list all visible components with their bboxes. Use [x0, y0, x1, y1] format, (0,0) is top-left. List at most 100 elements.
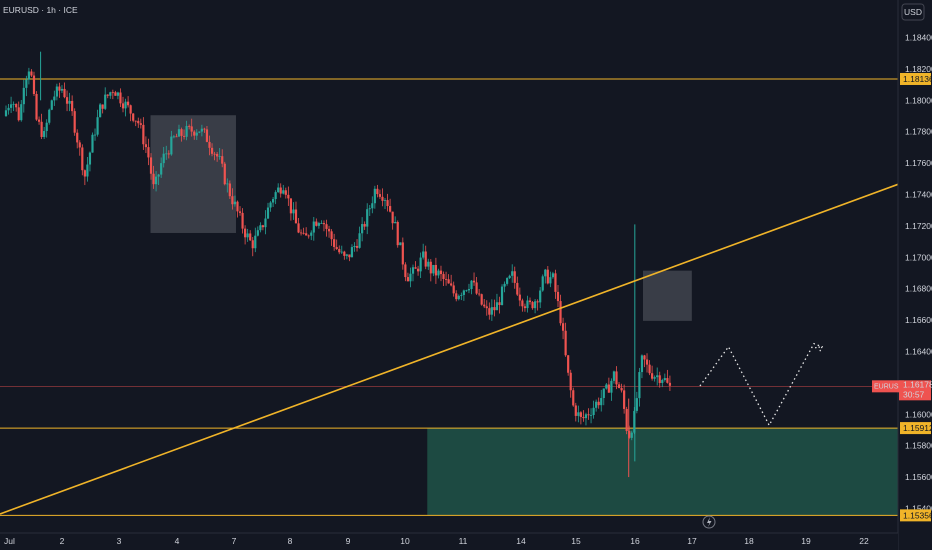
lightning-icon[interactable] [702, 515, 716, 529]
current-price-value: 1.16178 [903, 379, 932, 389]
candle [617, 381, 621, 389]
candle [612, 370, 616, 384]
candle [244, 225, 247, 245]
candle [340, 245, 343, 254]
candle [373, 185, 376, 209]
projection-path[interactable] [699, 342, 823, 427]
candle [625, 406, 628, 435]
candle [399, 242, 402, 246]
candle [43, 126, 46, 140]
candle [266, 202, 270, 219]
candle [50, 99, 53, 111]
candle [450, 274, 453, 287]
candle [4, 105, 8, 118]
candle [274, 190, 277, 205]
candle [462, 289, 465, 301]
candle [521, 298, 524, 312]
candle [307, 234, 310, 239]
candle [284, 187, 287, 199]
candle [419, 252, 422, 279]
x-tick-label: 10 [400, 536, 410, 546]
candle [488, 302, 491, 320]
y-tick-label: 1.18400 [905, 33, 932, 43]
candle [157, 173, 160, 186]
candle [442, 271, 445, 286]
candle [389, 198, 392, 213]
candle [584, 412, 588, 426]
candle [350, 244, 354, 258]
candle [574, 402, 577, 422]
candle [22, 79, 25, 113]
candle [17, 101, 20, 122]
candle [60, 85, 64, 93]
candle [378, 189, 382, 199]
candle [48, 108, 51, 125]
candle [475, 276, 478, 295]
candle [58, 82, 61, 98]
candle [261, 224, 265, 231]
candle [353, 242, 356, 252]
candle [25, 75, 28, 97]
level-tag-bg [900, 72, 931, 85]
candle [396, 220, 399, 248]
candle [472, 272, 476, 286]
candle [55, 83, 58, 101]
candle [15, 103, 18, 112]
candle [76, 129, 79, 149]
candle [656, 367, 659, 386]
candle [587, 408, 590, 420]
price-axis-panel[interactable] [898, 0, 932, 550]
candle [12, 101, 15, 112]
candle [465, 289, 468, 292]
candle [478, 288, 481, 297]
candle [152, 165, 155, 189]
consolidation-zone-1[interactable] [642, 270, 692, 321]
candle [254, 227, 257, 253]
candle [172, 134, 175, 139]
candle [620, 383, 623, 393]
candle [383, 198, 387, 210]
candle [238, 206, 242, 216]
candle [124, 98, 127, 117]
candle [114, 90, 117, 96]
candle [121, 96, 125, 113]
candle [45, 119, 48, 138]
candle [498, 296, 501, 314]
x-tick-label: Jul [4, 536, 15, 546]
candle [338, 245, 341, 255]
currency-button[interactable]: USD [901, 3, 925, 21]
demand-zone-2[interactable] [427, 428, 898, 516]
candle [335, 239, 338, 250]
candle [259, 222, 262, 233]
candle [432, 264, 435, 277]
candle [333, 233, 336, 251]
levels-layer [0, 78, 898, 516]
candle [116, 91, 120, 100]
candle [210, 143, 214, 157]
chart-title: EURUSD · 1h · ICE [3, 5, 78, 15]
y-tick-label: 1.16600 [905, 315, 932, 325]
time-axis-panel[interactable] [0, 533, 898, 550]
candle [104, 87, 107, 111]
candle [213, 151, 216, 161]
candle [539, 287, 542, 309]
candle [361, 217, 364, 242]
candle [297, 218, 300, 234]
candle [414, 261, 417, 269]
trendline[interactable] [0, 183, 899, 515]
candle [142, 117, 145, 150]
candle [600, 389, 603, 412]
candle [376, 184, 379, 198]
candle [628, 425, 631, 440]
candle [526, 295, 529, 313]
candle [144, 136, 148, 153]
candle [322, 220, 326, 232]
candle [246, 228, 249, 242]
candle [109, 91, 112, 99]
x-tick-label: 15 [571, 536, 581, 546]
candle [88, 151, 92, 172]
candle [299, 229, 303, 236]
candle [221, 149, 224, 168]
candle [556, 285, 560, 308]
